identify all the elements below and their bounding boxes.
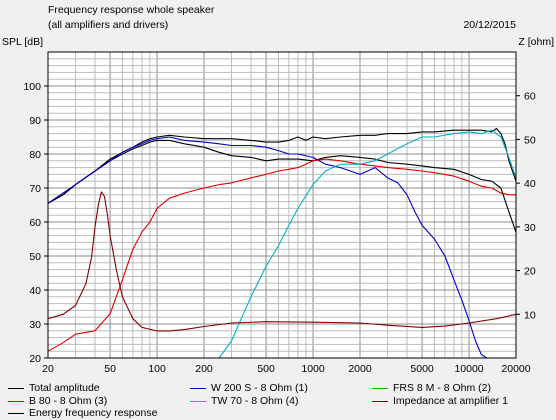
series-line-b-80-8-ohm-3: [47, 158, 516, 352]
y-tick-label: 60: [29, 217, 41, 229]
x-tick-label: 50: [104, 363, 116, 375]
y-tick-label: 30: [29, 319, 41, 331]
legend-item-energy: Energy frequency response: [8, 407, 157, 419]
y2-tick-label: 60: [524, 91, 536, 103]
series-line-impedance-at-amplifier-1: [47, 191, 517, 332]
chart-date: 20/12/2015: [463, 19, 516, 31]
legend-item-frs8m: FRS 8 M - 8 Ohm (2): [372, 382, 491, 394]
x-tick-label: 20000: [501, 363, 530, 375]
x-tick-label: 5000: [410, 363, 434, 375]
x-tick-label: 10000: [454, 363, 483, 375]
series-line-tw-70-8-ohm-4: [204, 129, 517, 359]
legend-item-tw70: TW 70 - 8 Ohm (4): [190, 395, 299, 407]
legend-label-w200s: W 200 S - 8 Ohm (1): [211, 382, 308, 394]
legend-swatch-w200s: [190, 387, 206, 389]
legend-label-impedance: Impedance at amplifier 1: [393, 395, 508, 407]
chart-title: Frequency response whole speaker: [48, 4, 215, 16]
legend-item-b80: B 80 - 8 Ohm (3): [8, 395, 107, 407]
y-tick-label: 90: [29, 115, 41, 127]
y-axis-label: SPL [dB]: [2, 36, 44, 48]
y2-tick-label: 30: [524, 222, 536, 234]
legend-label-b80: B 80 - 8 Ohm (3): [29, 395, 108, 407]
legend-swatch-impedance: [372, 400, 388, 402]
legend-label-energy: Energy frequency response: [29, 407, 158, 419]
series-line-w-200-s-8-ohm-1: [47, 136, 516, 359]
y-tick-label: 40: [29, 285, 41, 297]
y-tick-label: 20: [29, 353, 41, 365]
legend-swatch-frs8m: [372, 387, 388, 389]
plot-background: [48, 52, 516, 358]
plot-frame: [47, 51, 517, 359]
y2-tick-label: 40: [524, 178, 536, 190]
legend-swatch-total-amplitude: [8, 387, 24, 389]
chart-subtitle: (all amplifiers and drivers): [48, 19, 169, 31]
y2-tick-label: 50: [524, 134, 536, 146]
x-tick-label: 200: [195, 363, 213, 375]
legend-label-total-amplitude: Total amplitude: [29, 382, 100, 394]
legend-swatch-b80: [8, 400, 24, 402]
x-tick-label: 500: [257, 363, 275, 375]
legend-item-total-amplitude: Total amplitude: [8, 382, 100, 394]
legend-item-w200s: W 200 S - 8 Ohm (1): [190, 382, 308, 394]
legend-item-impedance: Impedance at amplifier 1: [372, 395, 508, 407]
y-tick-label: 80: [29, 149, 41, 161]
y2-tick-label: 10: [524, 309, 536, 321]
legend-swatch-energy: [8, 412, 24, 414]
y-tick-label: 100: [23, 81, 41, 93]
y-tick-label: 50: [29, 251, 41, 263]
legend-label-frs8m: FRS 8 M - 8 Ohm (2): [393, 382, 492, 394]
y2-axis-label: Z [ohm]: [518, 36, 554, 48]
series-line-energy-frequency-response: [47, 139, 517, 233]
x-tick-label: 20: [42, 363, 54, 375]
x-tick-label: 1000: [301, 363, 325, 375]
x-tick-label: 100: [148, 363, 166, 375]
x-tick-label: 2000: [348, 363, 372, 375]
y2-tick-label: 20: [524, 266, 536, 278]
legend-swatch-tw70: [190, 400, 206, 402]
y-tick-label: 70: [29, 183, 41, 195]
legend-label-tw70: TW 70 - 8 Ohm (4): [211, 395, 299, 407]
